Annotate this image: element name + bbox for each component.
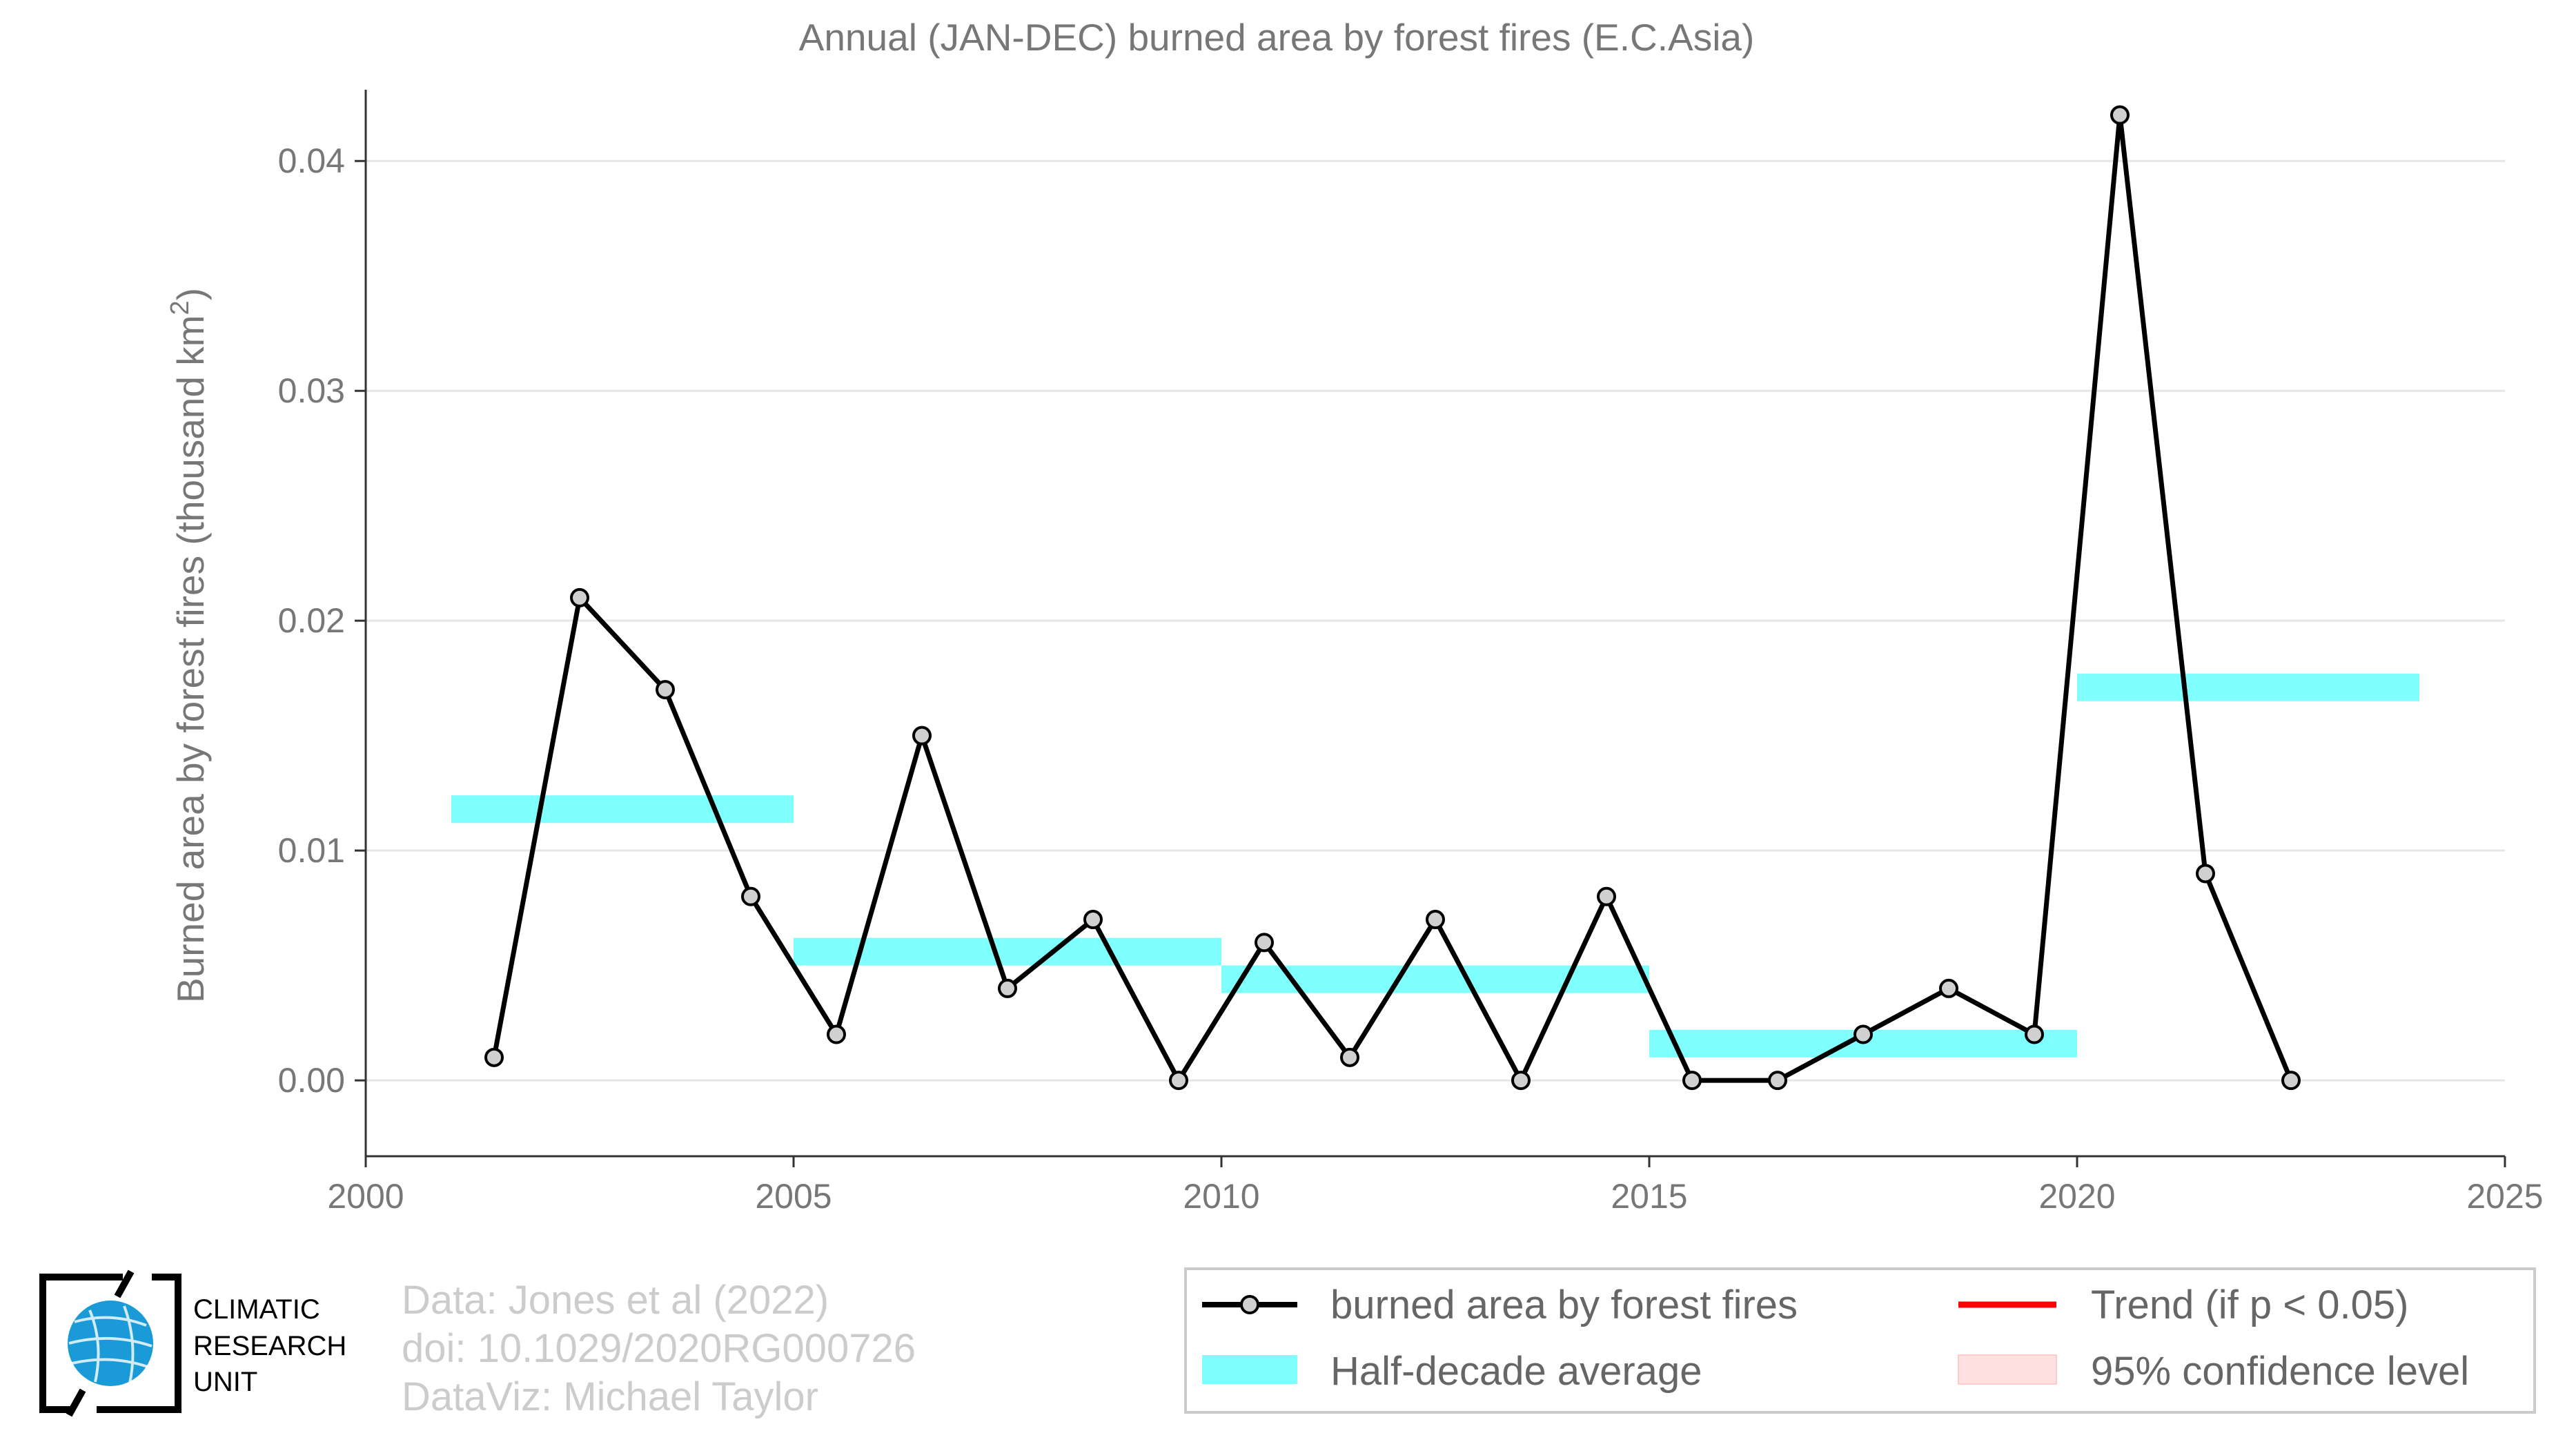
data-point [1682,1071,1702,1091]
logo-line-3: UNIT [193,1367,257,1397]
legend-swatch-marker [1240,1295,1259,1314]
data-point [2025,1024,2044,1044]
x-tick-label: 2000 [327,1177,404,1216]
credit-dataviz: DataViz: Michael Taylor [402,1374,818,1419]
logo-slash [66,1269,135,1417]
series-line [491,113,2294,1083]
x-tick-label: 2010 [1183,1177,1259,1216]
legend-label-confidence: 95% confidence level [2091,1349,2469,1394]
y-tick-label: 0.01 [278,831,345,870]
data-point [741,886,760,906]
legend-swatch-confidence [1958,1354,2057,1385]
data-point [1255,933,1274,953]
data-point [656,680,675,700]
chart-title: Annual (JAN-DEC) burned area by forest f… [799,16,1755,59]
y-tick-label: 0.04 [278,142,345,180]
logo-line-1: CLIMATIC [193,1294,320,1325]
data-point [2110,105,2130,125]
data-point [1340,1047,1359,1067]
cru-logo: CLIMATIC RESEARCH UNIT [39,1269,346,1417]
data-point [1426,910,1445,930]
data-point [1169,1071,1188,1091]
logo-bracket-right [97,1274,181,1413]
data-point [1083,910,1103,930]
credit-doi: doi: 10.1029/2020RG000726 [402,1326,916,1371]
logo-bracket-left [39,1274,123,1413]
x-tick-label: 2005 [755,1177,832,1216]
globe-lines [68,1305,153,1384]
half-decade-band [2077,673,2419,701]
legend: burned area by forest fires Trend (if p … [1184,1267,2536,1414]
legend-box [1184,1267,2536,1414]
data-point [912,726,932,746]
credit-data: Data: Jones et al (2022) [402,1278,829,1323]
axes [355,90,2506,1167]
data-point [827,1024,846,1044]
data-point [1511,1071,1531,1091]
data-point [1768,1071,1787,1091]
x-tick-label: 2020 [2038,1177,2115,1216]
grid-lines [366,159,2505,1082]
y-tick-label: 0.02 [278,601,345,640]
data-point [484,1047,504,1067]
data-point [1939,978,1958,998]
legend-label-trend: Trend (if p < 0.05) [2091,1283,2408,1327]
data-point [2281,1071,2301,1091]
legend-swatch-average [1202,1355,1297,1384]
half-decade-average-bands [451,673,2419,1058]
y-tick-label: 0.03 [278,371,345,410]
logo-line-2: RESEARCH [193,1331,346,1361]
legend-label-series: burned area by forest fires [1330,1283,1798,1327]
burned-area-series [484,105,2301,1091]
data-point [2196,864,2215,884]
data-point [1854,1024,1873,1044]
data-point [1597,886,1616,906]
legend-label-average: Half-decade average [1330,1349,1702,1394]
x-tick-label: 2015 [1611,1177,1687,1216]
x-tick-label: 2025 [2466,1177,2543,1216]
half-decade-band [451,795,794,824]
tick-labels: 0.00 0.01 0.02 0.03 0.04 2000 2005 2010 2015 2020… [278,142,2544,1216]
data-point [998,978,1017,998]
y-axis-title: Burned area by forest fires (thousand km… [166,288,212,1003]
data-point [570,587,589,607]
y-tick-label: 0.00 [278,1061,345,1100]
